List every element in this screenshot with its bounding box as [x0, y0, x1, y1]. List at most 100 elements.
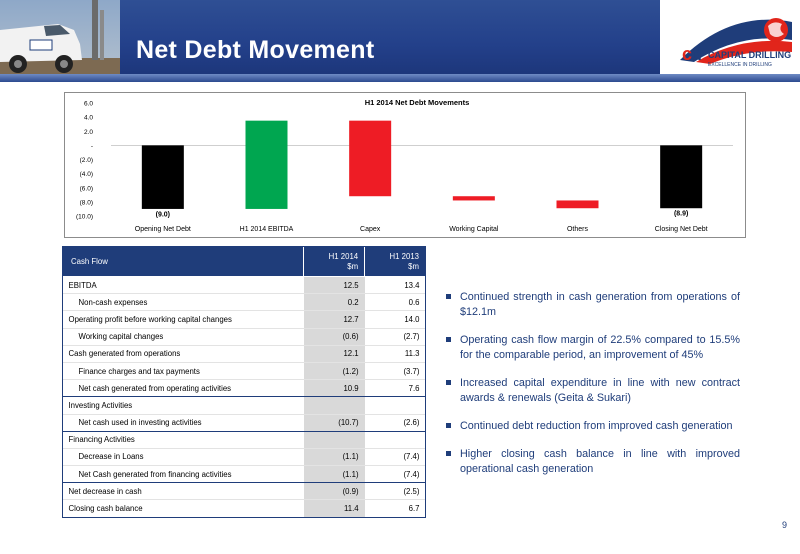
- bar-capex: [349, 120, 392, 197]
- value-h1-2014: 0.2: [303, 293, 365, 311]
- value-h1-2014: 12.5: [303, 275, 365, 294]
- logo-tagline: EXCELLENCE IN DRILLING: [708, 62, 772, 68]
- page-number: 9: [782, 520, 788, 530]
- table-row: Net decrease in cash (0.9) (2.5): [62, 482, 426, 500]
- row-label: Working capital changes: [62, 327, 304, 346]
- bullet-item: Higher closing cash balance in line with…: [446, 447, 740, 477]
- table-row: Investing Activities: [62, 396, 426, 414]
- y-tick-label: (2.0): [80, 157, 93, 164]
- header-h1-2013: H1 2013 $m: [364, 246, 426, 277]
- bullet-item: Continued strength in cash generation fr…: [446, 290, 740, 320]
- value-h1-2014: (1.2): [303, 361, 365, 380]
- table-row: Operating profit before working capital …: [62, 310, 426, 329]
- value-h1-2013: (2.6): [364, 413, 426, 432]
- value-h1-2014: (0.6): [303, 327, 365, 346]
- value-h1-2013: (7.4): [364, 447, 426, 466]
- table-row: Financing Activities: [62, 430, 426, 449]
- x-tick-label: H1 2014 EBITDA: [240, 226, 294, 233]
- value-h1-2013: [364, 396, 426, 414]
- value-h1-2013: 6.7: [364, 499, 426, 518]
- commentary-bullets: Continued strength in cash generation fr…: [446, 290, 740, 490]
- page-title: Net Debt Movement: [136, 36, 375, 64]
- table-row: EBITDA 12.5 13.4: [62, 275, 426, 294]
- bullet-item: Operating cash flow margin of 22.5% comp…: [446, 333, 740, 363]
- row-label: Net Cash generated from financing activi…: [62, 465, 304, 483]
- row-label: Financing Activities: [62, 430, 304, 449]
- bullet-text: Continued strength in cash generation fr…: [460, 291, 740, 318]
- bullet-item: Increased capital expenditure in line wi…: [446, 376, 740, 406]
- value-h1-2014: (0.9): [303, 482, 365, 500]
- value-h1-2013: [364, 430, 426, 449]
- x-tick-label: Closing Net Debt: [655, 226, 708, 233]
- bullet-item: Continued debt reduction from improved c…: [446, 419, 740, 434]
- row-label: Net decrease in cash: [62, 482, 304, 500]
- y-tick-label: 2.0: [84, 129, 93, 136]
- value-h1-2014: (1.1): [303, 465, 365, 483]
- chart-canvas: H1 2014 Net Debt Movements 6.0 4.0 2.0 - (2.…: [76, 98, 733, 233]
- table-row: Net cash generated from operating activi…: [62, 379, 426, 397]
- chart-title: H1 2014 Net Debt Movements: [365, 98, 470, 107]
- cash-flow-table: Cash Flow H1 2014 $m H1 2013 $m EBITDA 12…: [61, 246, 426, 518]
- value-h1-2013: (2.5): [364, 482, 426, 500]
- table-row: Non-cash expenses 0.2 0.6: [62, 293, 426, 311]
- value-h1-2013: 11.3: [364, 344, 426, 363]
- bullet-text: Higher closing cash balance in line with…: [460, 448, 740, 475]
- bullet-square-icon: [446, 294, 451, 299]
- row-label: Closing cash balance: [62, 499, 304, 518]
- value-h1-2014: 10.9: [303, 379, 365, 397]
- header-banner: Net Debt Movement c d CAPITAL DRILLING E…: [0, 0, 800, 82]
- bar-working-capital: [452, 196, 495, 201]
- row-label: Operating profit before working capital …: [62, 310, 304, 329]
- bullet-square-icon: [446, 380, 451, 385]
- table-row: Net Cash generated from financing activi…: [62, 465, 426, 483]
- row-label: EBITDA: [62, 275, 304, 294]
- row-label: Investing Activities: [62, 396, 304, 414]
- drilling-truck-photo: [0, 0, 120, 82]
- header-h1-2013-line2: $m: [408, 261, 419, 271]
- net-debt-chart: H1 2014 Net Debt Movements 6.0 4.0 2.0 - (2.…: [64, 92, 746, 238]
- value-h1-2013: 14.0: [364, 310, 426, 329]
- x-tick-label: Capex: [360, 226, 381, 233]
- row-label: Net cash used in investing activities: [62, 413, 304, 432]
- header-h1-2014-line1: H1 2014: [328, 251, 359, 261]
- bullet-square-icon: [446, 451, 451, 456]
- value-h1-2014: (10.7): [303, 413, 365, 432]
- svg-text:d: d: [691, 44, 702, 64]
- bar-others: [556, 200, 599, 209]
- value-h1-2013: (7.4): [364, 465, 426, 483]
- value-h1-2014: 11.4: [303, 499, 365, 518]
- header-cash-flow: Cash Flow: [61, 246, 305, 277]
- row-label: Decrease in Loans: [62, 447, 304, 466]
- y-tick-label: (8.0): [80, 199, 93, 206]
- y-tick-label: 6.0: [84, 101, 93, 108]
- row-label: Finance charges and tax payments: [62, 361, 304, 380]
- value-h1-2014: 12.7: [303, 310, 365, 329]
- y-tick-label: -: [91, 143, 93, 150]
- table-header-row: Cash Flow H1 2014 $m H1 2013 $m: [61, 246, 426, 277]
- header-h1-2013-line1: H1 2013: [389, 251, 419, 261]
- row-label: Non-cash expenses: [62, 293, 304, 311]
- bullet-square-icon: [446, 337, 451, 342]
- value-h1-2013: 0.6: [364, 293, 426, 311]
- value-h1-2014: (1.1): [303, 447, 365, 466]
- y-tick-label: (10.0): [76, 214, 93, 221]
- header-stripe: [0, 74, 800, 82]
- value-h1-2013: 7.6: [364, 379, 426, 397]
- header-h1-2014: H1 2014 $m: [303, 246, 366, 277]
- value-h1-2013: 13.4: [364, 275, 426, 294]
- bullet-text: Continued debt reduction from improved c…: [460, 420, 733, 432]
- table-row: Closing cash balance 11.4 6.7: [62, 499, 426, 518]
- logo-graphic: c d CAPITAL DRILLING EXCELLENCE IN DRILL…: [680, 18, 792, 68]
- bar-opening-net-debt: [141, 145, 184, 209]
- y-tick-label: (4.0): [80, 171, 93, 178]
- y-tick-label: (6.0): [80, 185, 93, 192]
- value-h1-2014: [303, 430, 365, 449]
- logo-name: CAPITAL DRILLING: [708, 50, 791, 60]
- data-label: (9.0): [156, 211, 170, 218]
- value-h1-2013: (2.7): [364, 327, 426, 346]
- x-tick-label: Opening Net Debt: [135, 226, 191, 233]
- table-row: Net cash used in investing activities (10…: [62, 413, 426, 432]
- value-h1-2014: 12.1: [303, 344, 365, 363]
- table-row: Finance charges and tax payments (1.2) (3.…: [62, 361, 426, 380]
- table-row: Working capital changes (0.6) (2.7): [62, 327, 426, 346]
